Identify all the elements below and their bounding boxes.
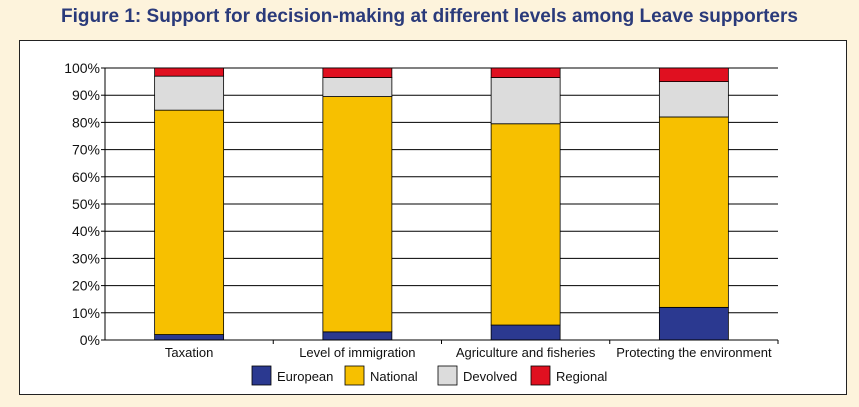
bar-european-3 xyxy=(490,324,561,341)
y-tick-label: 80% xyxy=(72,114,100,130)
bar-devolved-4 xyxy=(658,81,729,118)
bar-devolved-3 xyxy=(490,77,561,125)
x-tick-label: Taxation xyxy=(165,345,213,360)
x-tick-label: Protecting the environment xyxy=(616,345,772,360)
bar-european-4 xyxy=(658,306,729,341)
y-tick-label: 50% xyxy=(72,196,100,212)
figure-title: Figure 1: Support for decision-making at… xyxy=(61,6,798,27)
bar-regional-4 xyxy=(658,67,729,83)
bar-national-4 xyxy=(658,116,729,308)
y-tick-label: 0% xyxy=(80,332,100,348)
bar-regional-3 xyxy=(490,67,561,78)
bars xyxy=(154,67,729,341)
y-tick-label: 30% xyxy=(72,250,100,266)
bar-european-1 xyxy=(154,334,225,341)
y-tick-label: 40% xyxy=(72,223,100,239)
x-tick-label: Agriculture and fisheries xyxy=(456,345,596,360)
bar-national-3 xyxy=(490,123,561,326)
legend-label-national: National xyxy=(370,369,418,384)
legend-swatch-european xyxy=(251,365,272,386)
legend: European National Devolved Regional xyxy=(251,365,607,386)
bar-regional-2 xyxy=(322,67,393,78)
bar-national-1 xyxy=(154,109,225,335)
y-tick-label: 100% xyxy=(64,60,100,76)
y-tick-label: 90% xyxy=(72,87,100,103)
legend-label-regional: Regional xyxy=(556,369,607,384)
y-tick-label: 70% xyxy=(72,142,100,158)
axes: 0% 10% 20% 30% 40% 50% 60% 70% 80% 90% 100% Taxatio… xyxy=(64,60,779,360)
legend-label-devolved: Devolved xyxy=(463,369,517,384)
y-tick-label: 20% xyxy=(72,278,100,294)
legend-swatch-regional xyxy=(530,365,551,386)
bar-devolved-2 xyxy=(322,77,393,97)
legend-swatch-devolved xyxy=(437,365,458,386)
legend-label-european: European xyxy=(277,369,333,384)
x-tick-label: Level of immigration xyxy=(299,345,415,360)
y-tick-label: 10% xyxy=(72,305,100,321)
legend-swatch-national xyxy=(344,365,365,386)
bar-devolved-1 xyxy=(154,75,225,111)
bar-regional-1 xyxy=(154,67,225,77)
y-tick-label: 60% xyxy=(72,169,100,185)
bar-national-2 xyxy=(322,96,393,333)
bar-european-2 xyxy=(322,331,393,341)
